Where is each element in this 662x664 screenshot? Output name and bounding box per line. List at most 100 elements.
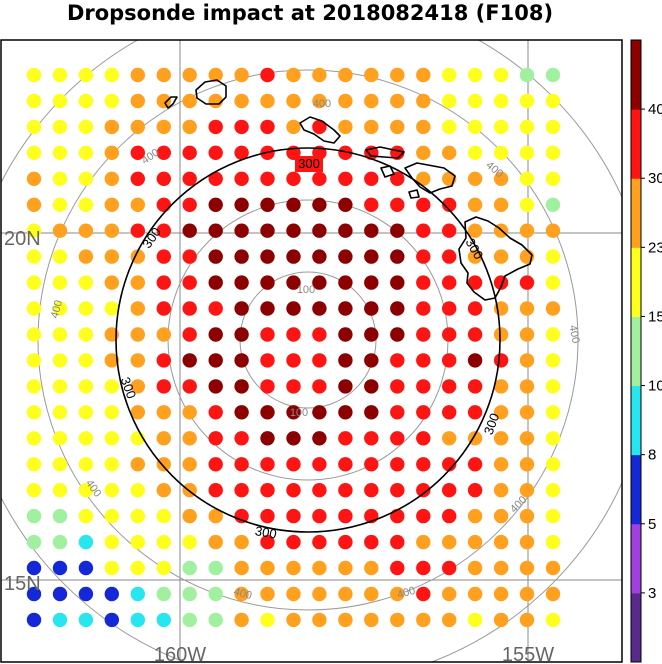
colorbar-segment [631, 247, 641, 317]
impact-dot [130, 353, 145, 368]
impact-dot [312, 171, 327, 186]
impact-dot [364, 327, 379, 342]
impact-dot [390, 353, 405, 368]
impact-dot [364, 612, 379, 628]
impact-dot [234, 612, 249, 628]
impact-dot [130, 586, 145, 602]
impact-dot [364, 67, 379, 83]
impact-dot [182, 223, 197, 238]
impact-dot [442, 145, 457, 160]
colorbar-tick-label: 8 [648, 447, 656, 464]
impact-dot [338, 508, 353, 524]
impact-dot [208, 93, 223, 109]
impact-dot [52, 457, 68, 472]
impact-dot [312, 431, 327, 446]
impact-dot [338, 119, 353, 135]
impact-dot [286, 275, 301, 290]
impact-dot [390, 379, 405, 394]
impact-dot [416, 93, 431, 109]
impact-dot [52, 508, 68, 524]
impact-dot [104, 431, 120, 446]
impact-dot [442, 249, 457, 264]
impact-dot [156, 327, 171, 342]
impact-dot [182, 249, 197, 264]
impact-dot [130, 612, 145, 628]
impact-dot [545, 249, 561, 264]
impact-dot [545, 275, 561, 290]
impact-dot [312, 223, 327, 238]
impact-dot [545, 457, 561, 472]
impact-dot [104, 457, 120, 472]
impact-dot [78, 145, 94, 160]
impact-dot [260, 301, 275, 316]
impact-dot [234, 275, 249, 290]
impact-dot [493, 249, 509, 264]
impact-dot [52, 405, 68, 420]
lat-label-20n: 20N [4, 228, 41, 250]
impact-dot [234, 145, 249, 160]
impact-dot [260, 223, 275, 238]
impact-dot [493, 379, 509, 394]
impact-dot [286, 612, 301, 628]
impact-dot [208, 353, 223, 368]
impact-dot [234, 119, 249, 135]
impact-dot [182, 67, 197, 83]
impact-dot [286, 457, 301, 472]
impact-dot [260, 405, 275, 420]
impact-dot [130, 223, 145, 238]
impact-dot [52, 301, 68, 316]
island-oahu [299, 116, 341, 144]
impact-dot [52, 534, 68, 550]
contour-300 [115, 147, 501, 533]
impact-dot [78, 379, 94, 394]
coastlines [164, 79, 533, 301]
contour-300-line [115, 147, 501, 533]
impact-dot [312, 353, 327, 368]
impact-dot [52, 353, 68, 368]
impact-dot [338, 327, 353, 342]
impact-dot [182, 301, 197, 316]
impact-dot [130, 560, 145, 576]
impact-dot [156, 301, 171, 316]
impact-dot [519, 405, 535, 420]
impact-dot [208, 275, 223, 290]
impact-dot [467, 457, 483, 472]
impact-dot [104, 301, 120, 316]
impact-dot [260, 560, 275, 576]
impact-dot [364, 249, 379, 264]
impact-dot [156, 405, 171, 420]
impact-dot [52, 223, 68, 238]
impact-dot [78, 275, 94, 290]
impact-dot [364, 119, 379, 135]
impact-dot [156, 534, 171, 550]
impact-dot [467, 612, 483, 628]
impact-dot [312, 612, 327, 628]
impact-dot [52, 197, 68, 212]
impact-dot [26, 197, 42, 212]
impact-dot [338, 145, 353, 160]
impact-dot [338, 431, 353, 446]
impact-dot [78, 249, 94, 264]
impact-dot [182, 457, 197, 472]
impact-dot [26, 508, 42, 524]
impact-dot [364, 93, 379, 109]
impact-dot [234, 431, 249, 446]
colorbar-segment [631, 40, 641, 110]
colorbar-segment [631, 178, 641, 248]
impact-dot [390, 119, 405, 135]
impact-dot [26, 586, 42, 602]
impact-dot [156, 93, 171, 109]
impact-dot [416, 379, 431, 394]
impact-dot [234, 534, 249, 550]
impact-dot [467, 119, 483, 135]
impact-dot [442, 93, 457, 109]
colorbar-segment [631, 316, 641, 387]
impact-dot [519, 301, 535, 316]
impact-dot [442, 612, 457, 628]
impact-dot [338, 560, 353, 576]
impact-dot [312, 327, 327, 342]
impact-dot [338, 301, 353, 316]
impact-dot [78, 67, 94, 83]
impact-dot [104, 93, 120, 109]
